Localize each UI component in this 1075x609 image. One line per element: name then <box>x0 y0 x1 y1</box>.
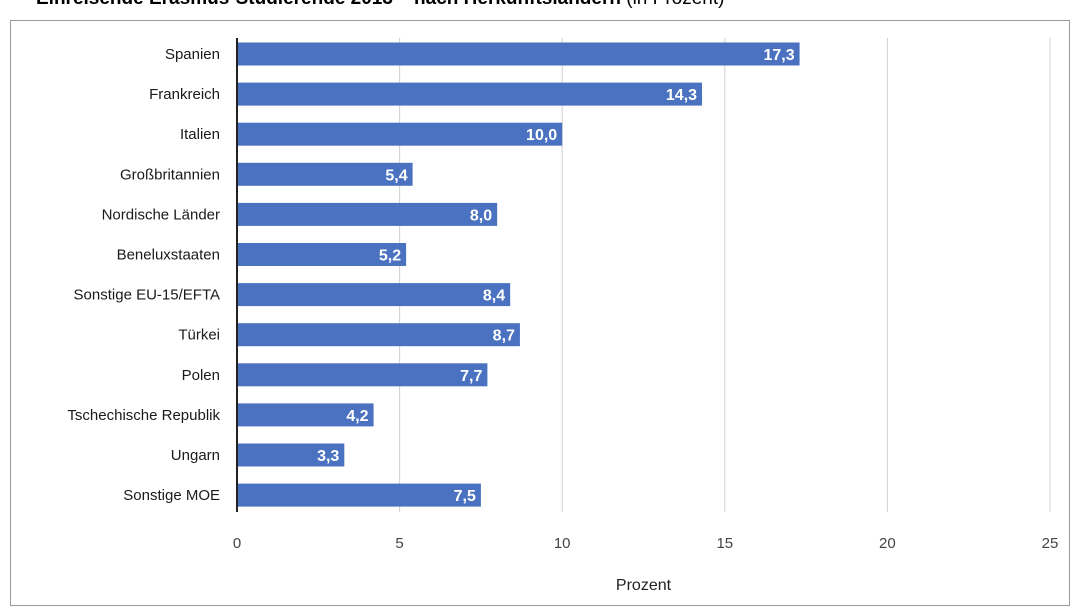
category-label: Türkei <box>178 327 220 344</box>
category-label: Italien <box>180 126 220 143</box>
x-tick-label: 5 <box>395 535 403 552</box>
x-tick-labels: 0 5 10 15 20 25 <box>233 535 1059 552</box>
bar-value-label: 14,3 <box>666 87 697 104</box>
category-label: Frankreich <box>149 86 220 103</box>
bar-value-label: 8,7 <box>493 328 515 345</box>
category-label: Großbritannien <box>120 166 220 183</box>
grid-lines <box>399 38 1051 512</box>
bar-value-label: 10,0 <box>526 127 557 144</box>
category-label: Sonstige MOE <box>123 487 220 504</box>
bar <box>237 122 563 146</box>
bar-value-label: 17,3 <box>763 47 794 64</box>
category-label: Tschechische Republik <box>67 407 220 424</box>
bar-value-label: 4,2 <box>346 408 368 425</box>
bar-value-label: 7,5 <box>454 488 476 505</box>
x-tick-label: 15 <box>716 535 733 552</box>
bar <box>237 82 703 106</box>
category-label: Beneluxstaaten <box>117 247 220 264</box>
chart-title-main: Einreisende Erasmus-Studierende 2013 – n… <box>36 0 621 9</box>
bar-value-label: 3,3 <box>317 448 339 465</box>
bar <box>237 162 413 186</box>
bars: 17,3 14,3 10,0 5,4 8,0 5,2 8,4 8,7 7,7 4,2 3,3 7,5 <box>237 42 800 507</box>
bar <box>237 363 488 387</box>
category-label: Sonstige EU-15/EFTA <box>74 287 220 304</box>
bar <box>237 243 407 266</box>
x-tick-label: 25 <box>1042 535 1059 552</box>
category-label: Ungarn <box>171 447 220 464</box>
bar-value-label: 8,4 <box>483 288 505 305</box>
x-axis-title: Prozent <box>616 577 672 594</box>
category-labels: Spanien Frankreich Italien Großbritannien No… <box>67 46 220 504</box>
bar <box>237 202 498 226</box>
chart-title-unit: (in Prozent) <box>621 0 724 9</box>
x-tick-label: 20 <box>879 535 896 552</box>
x-tick-label: 0 <box>233 535 241 552</box>
category-label: Polen <box>182 367 220 384</box>
chart-frame <box>10 20 1070 606</box>
bar <box>237 443 345 467</box>
bar <box>237 42 800 66</box>
bar-value-label: 5,2 <box>379 248 401 265</box>
bar <box>237 483 481 507</box>
category-label: Nordische Länder <box>102 206 220 223</box>
category-label: Spanien <box>165 46 220 63</box>
bar <box>237 323 520 347</box>
bar-value-label: 7,7 <box>460 368 482 385</box>
bar <box>237 283 511 307</box>
bar-value-label: 8,0 <box>470 207 492 224</box>
bar-value-label: 5,4 <box>385 167 407 184</box>
bar <box>237 403 374 427</box>
chart-title: Einreisende Erasmus-Studierende 2013 – n… <box>36 0 724 10</box>
x-tick-label: 10 <box>554 535 571 552</box>
